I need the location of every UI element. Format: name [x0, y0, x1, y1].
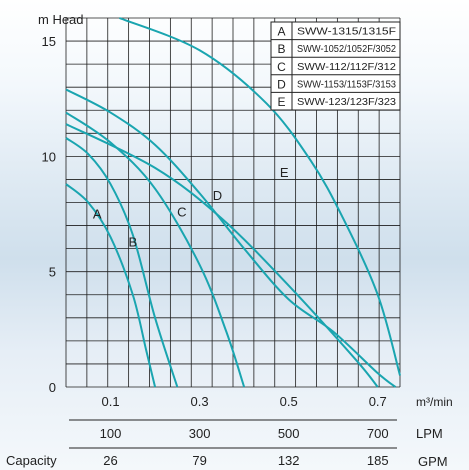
gpm-tick-label: 26 — [103, 453, 117, 468]
legend-key: C — [277, 60, 286, 74]
gpm-tick-label: 185 — [367, 453, 389, 468]
curve-d — [65, 123, 379, 388]
lpm-tick-label: 500 — [278, 426, 300, 441]
gpm-tick-label: 132 — [278, 453, 300, 468]
lpm-tick-label: 700 — [367, 426, 389, 441]
curve-c — [65, 111, 246, 388]
lpm-axis-label: LPM — [416, 426, 443, 441]
legend: A SWW-1315/1315F B SWW-1052/1052F/3052 C SWW-… — [270, 21, 401, 111]
x-tick-label: 0.7 — [369, 394, 387, 409]
lpm-tick-label: 100 — [100, 426, 122, 441]
x-tick-label: 0.3 — [191, 394, 209, 409]
axes: m Head 0 5 10 15 0.1 0.3 0.5 0.7 m³/min 100 300 500 7… — [6, 12, 453, 469]
curve-a2 — [119, 17, 401, 376]
curve-label-c: C — [177, 204, 186, 219]
y-tick-label: 5 — [49, 265, 56, 280]
gpm-axis-label: GPM — [418, 454, 448, 469]
legend-model: SWW-1052/1052F/3052 — [297, 44, 396, 55]
legend-model: SWW-112/112F/312 — [297, 62, 396, 73]
gpm-tick-label: 79 — [192, 453, 206, 468]
y-tick-label: 0 — [49, 380, 56, 395]
x-axis-unit-label: m³/min — [416, 395, 453, 409]
curve-label-e: E — [280, 165, 289, 180]
curve-a — [65, 183, 157, 388]
y-tick-label: 15 — [42, 34, 56, 49]
legend-model: SWW-1315/1315F — [297, 27, 396, 38]
curve-label-d: D — [213, 188, 222, 203]
curve-labels: A B C D E — [93, 165, 289, 249]
performance-curves — [65, 17, 401, 388]
x-tick-label: 0.5 — [280, 394, 298, 409]
curve-b — [65, 137, 179, 388]
legend-key: B — [277, 42, 285, 56]
curve-label-a: A — [93, 207, 102, 222]
curve-e — [65, 88, 397, 388]
curve-label-b: B — [128, 234, 137, 249]
lpm-tick-label: 300 — [189, 426, 211, 441]
y-axis-label: m Head — [38, 12, 84, 27]
legend-key: A — [277, 25, 285, 39]
legend-key: E — [277, 95, 285, 109]
x-tick-label: 0.1 — [101, 394, 119, 409]
legend-model: SWW-123/123F/323 — [297, 97, 396, 108]
y-tick-label: 10 — [42, 149, 56, 164]
capacity-label: Capacity — [6, 453, 57, 468]
legend-model: SWW-1153/1153F/3153 — [297, 79, 396, 90]
legend-key: D — [277, 77, 286, 91]
